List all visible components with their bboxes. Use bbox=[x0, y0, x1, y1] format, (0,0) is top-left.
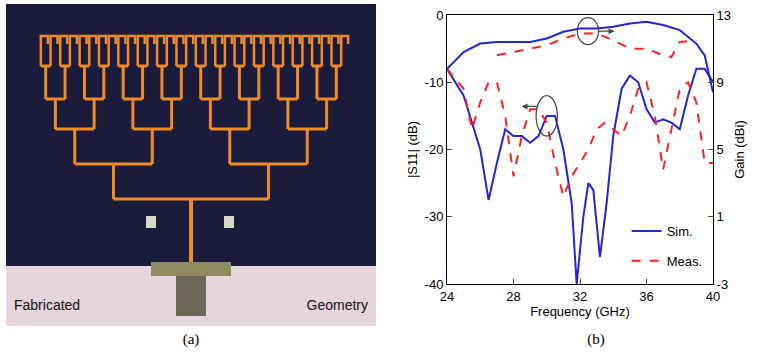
svg-text:-40: -40 bbox=[425, 277, 444, 292]
svg-text:Sim.: Sim. bbox=[667, 224, 693, 239]
svg-text:40: 40 bbox=[706, 289, 720, 304]
svg-text:-30: -30 bbox=[425, 209, 444, 224]
svg-text:|S11| (dB): |S11| (dB) bbox=[405, 121, 420, 178]
svg-text:9: 9 bbox=[717, 75, 724, 90]
svg-text:36: 36 bbox=[639, 289, 653, 304]
svg-text:-20: -20 bbox=[425, 142, 444, 157]
svg-text:24: 24 bbox=[440, 289, 454, 304]
svg-text:0: 0 bbox=[436, 8, 443, 23]
svg-text:13: 13 bbox=[717, 8, 731, 23]
svg-text:28: 28 bbox=[506, 289, 520, 304]
svg-text:Meas.: Meas. bbox=[667, 254, 702, 269]
svg-text:-3: -3 bbox=[717, 277, 729, 292]
svg-text:-10: -10 bbox=[425, 75, 444, 90]
svg-text:Frequency (GHz): Frequency (GHz) bbox=[530, 304, 630, 319]
svg-text:32: 32 bbox=[573, 289, 587, 304]
svg-text:Gain (dBi): Gain (dBi) bbox=[732, 120, 747, 179]
svg-text:Geometry: Geometry bbox=[307, 297, 368, 313]
svg-text:5: 5 bbox=[717, 142, 724, 157]
html-text:(b): (b) bbox=[587, 331, 605, 347]
html-text:(a): (a) bbox=[182, 331, 200, 347]
svg-text:Fabricated: Fabricated bbox=[14, 297, 80, 313]
svg-text:1: 1 bbox=[717, 209, 724, 224]
